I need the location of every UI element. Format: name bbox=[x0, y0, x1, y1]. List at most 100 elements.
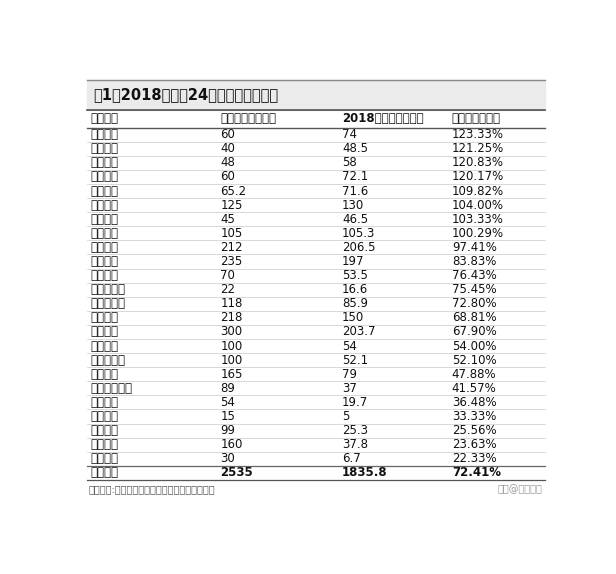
Text: 北京现代: 北京现代 bbox=[91, 368, 118, 381]
Text: 23.63%: 23.63% bbox=[452, 438, 496, 451]
Text: 53.5: 53.5 bbox=[342, 269, 368, 282]
Text: 99: 99 bbox=[221, 424, 235, 437]
Text: 40: 40 bbox=[221, 142, 235, 156]
Text: 79: 79 bbox=[342, 368, 357, 381]
Text: 100.29%: 100.29% bbox=[452, 227, 504, 240]
Text: 123.33%: 123.33% bbox=[452, 128, 504, 141]
Text: 30: 30 bbox=[221, 452, 235, 466]
Text: 120.83%: 120.83% bbox=[452, 156, 504, 169]
Text: 长城汽车: 长城汽车 bbox=[91, 227, 118, 240]
Text: 118: 118 bbox=[221, 297, 243, 311]
Text: 54.00%: 54.00% bbox=[452, 340, 496, 352]
Text: 130: 130 bbox=[342, 199, 364, 212]
Text: 121.25%: 121.25% bbox=[452, 142, 504, 156]
Text: 长安福特: 长安福特 bbox=[91, 438, 118, 451]
Text: 212: 212 bbox=[221, 241, 243, 254]
Text: 15: 15 bbox=[221, 410, 235, 423]
Bar bbox=[86, 80, 545, 110]
Text: 36.48%: 36.48% bbox=[452, 396, 496, 409]
Text: 江淮汽车: 江淮汽车 bbox=[91, 396, 118, 409]
Text: 以上合计: 以上合计 bbox=[91, 467, 118, 479]
Text: 52.10%: 52.10% bbox=[452, 354, 496, 367]
Text: 197: 197 bbox=[342, 255, 365, 268]
Text: 2018年销量（万辆）: 2018年销量（万辆） bbox=[342, 113, 424, 125]
Text: 一汽大众: 一汽大众 bbox=[91, 325, 118, 339]
Text: 北京奔驰: 北京奔驰 bbox=[91, 142, 118, 156]
Text: 300: 300 bbox=[221, 325, 242, 339]
Text: 1835.8: 1835.8 bbox=[342, 467, 387, 479]
Text: 160: 160 bbox=[221, 438, 243, 451]
Text: 85.9: 85.9 bbox=[342, 297, 368, 311]
Text: 71.6: 71.6 bbox=[342, 185, 368, 197]
Text: 长安马自达: 长安马自达 bbox=[91, 283, 126, 296]
Text: 60: 60 bbox=[221, 128, 235, 141]
Text: 100: 100 bbox=[221, 340, 243, 352]
Text: 52.1: 52.1 bbox=[342, 354, 368, 367]
Text: 72.41%: 72.41% bbox=[452, 467, 501, 479]
Text: 东风本田: 东风本田 bbox=[91, 170, 118, 184]
Text: 203.7: 203.7 bbox=[342, 325, 376, 339]
Text: 5: 5 bbox=[342, 410, 349, 423]
Text: 109.82%: 109.82% bbox=[452, 185, 504, 197]
Text: 25.3: 25.3 bbox=[342, 424, 368, 437]
Text: 97.41%: 97.41% bbox=[452, 241, 496, 254]
Text: 奇瑞汽车: 奇瑞汽车 bbox=[91, 340, 118, 352]
Text: 60: 60 bbox=[221, 170, 235, 184]
Text: 89: 89 bbox=[221, 382, 235, 395]
Text: 表1：2018年国内24家车企产能利用率: 表1：2018年国内24家车企产能利用率 bbox=[94, 87, 279, 102]
Text: 理论产能利用率: 理论产能利用率 bbox=[452, 113, 501, 125]
Text: 54: 54 bbox=[342, 340, 357, 352]
Text: 37: 37 bbox=[342, 382, 357, 395]
Text: 广汽本田: 广汽本田 bbox=[91, 128, 118, 141]
Text: 头条@未来智库: 头条@未来智库 bbox=[498, 484, 543, 494]
Text: 125: 125 bbox=[221, 199, 243, 212]
Text: 长安乘用车: 长安乘用车 bbox=[91, 297, 126, 311]
Text: 48.5: 48.5 bbox=[342, 142, 368, 156]
Text: 吉利汽车: 吉利汽车 bbox=[91, 311, 118, 324]
Text: 65.2: 65.2 bbox=[221, 185, 246, 197]
Text: 68.81%: 68.81% bbox=[452, 311, 496, 324]
Text: 206.5: 206.5 bbox=[342, 241, 376, 254]
Text: 6.7: 6.7 bbox=[342, 452, 361, 466]
Text: 19.7: 19.7 bbox=[342, 396, 368, 409]
Text: 神龙汽车: 神龙汽车 bbox=[91, 424, 118, 437]
Text: 37.8: 37.8 bbox=[342, 438, 368, 451]
Text: 120.17%: 120.17% bbox=[452, 170, 504, 184]
Text: 广汽传祺: 广汽传祺 bbox=[91, 269, 118, 282]
Text: 70: 70 bbox=[221, 269, 235, 282]
Text: 218: 218 bbox=[221, 311, 243, 324]
Text: 东风悦达起亚: 东风悦达起亚 bbox=[91, 382, 132, 395]
Text: 41.57%: 41.57% bbox=[452, 382, 496, 395]
Text: 广汽丰田: 广汽丰田 bbox=[91, 156, 118, 169]
Text: 104.00%: 104.00% bbox=[452, 199, 504, 212]
Text: 22: 22 bbox=[221, 283, 235, 296]
Text: 75.45%: 75.45% bbox=[452, 283, 496, 296]
Text: 48: 48 bbox=[221, 156, 235, 169]
Text: 105: 105 bbox=[221, 227, 243, 240]
Text: 海马汽车: 海马汽车 bbox=[91, 452, 118, 466]
Text: 83.83%: 83.83% bbox=[452, 255, 496, 268]
Text: 58: 58 bbox=[342, 156, 357, 169]
Text: 74: 74 bbox=[342, 128, 357, 141]
Text: 2535: 2535 bbox=[221, 467, 253, 479]
Text: 54: 54 bbox=[221, 396, 235, 409]
Text: 16.6: 16.6 bbox=[342, 283, 368, 296]
Text: 235: 235 bbox=[221, 255, 243, 268]
Text: 22.33%: 22.33% bbox=[452, 452, 496, 466]
Text: 东风日产: 东风日产 bbox=[91, 199, 118, 212]
Text: 100: 100 bbox=[221, 354, 243, 367]
Text: 生产厂商: 生产厂商 bbox=[91, 113, 118, 125]
Text: 47.88%: 47.88% bbox=[452, 368, 496, 381]
Text: 东风雷诺: 东风雷诺 bbox=[91, 410, 118, 423]
Text: 一汽丰田: 一汽丰田 bbox=[91, 185, 118, 197]
Text: 33.33%: 33.33% bbox=[452, 410, 496, 423]
Text: 72.80%: 72.80% bbox=[452, 297, 496, 311]
Text: 上汽通用: 上汽通用 bbox=[91, 255, 118, 268]
Text: 理论产能（万辆）: 理论产能（万辆） bbox=[221, 113, 276, 125]
Text: 25.56%: 25.56% bbox=[452, 424, 496, 437]
Text: 150: 150 bbox=[342, 311, 364, 324]
Text: 比亚迪汽车: 比亚迪汽车 bbox=[91, 354, 126, 367]
Text: 华晨宝马: 华晨宝马 bbox=[91, 213, 118, 226]
Text: 165: 165 bbox=[221, 368, 243, 381]
Text: 76.43%: 76.43% bbox=[452, 269, 496, 282]
